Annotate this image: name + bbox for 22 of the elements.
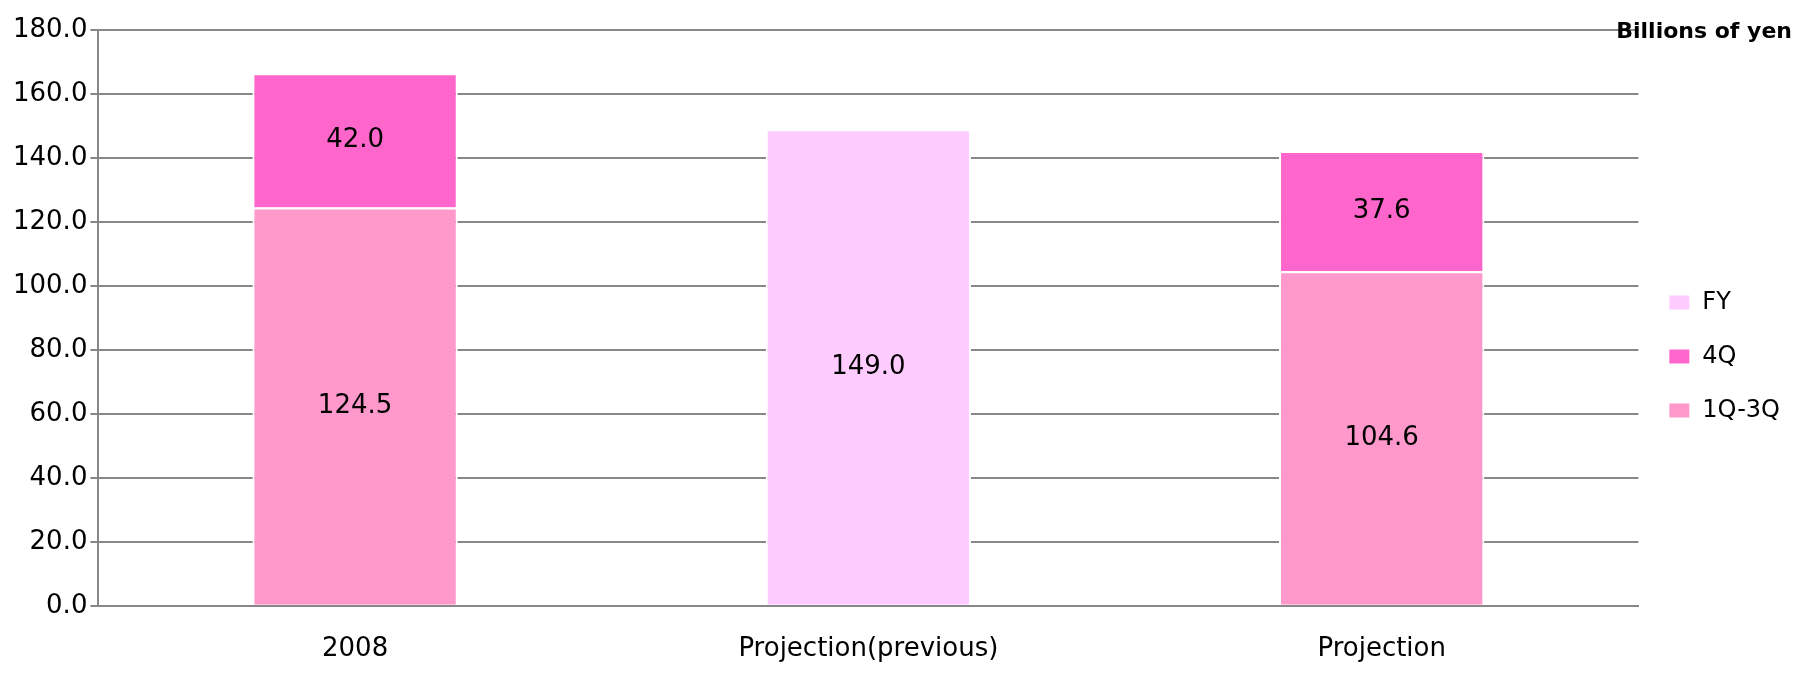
y-tick-label: 40.0: [29, 460, 88, 491]
data-label: 124.5: [317, 388, 393, 419]
y-tick-label: 100.0: [13, 268, 88, 299]
x-tick-label: Projection: [1317, 632, 1446, 663]
y-tick-label: 180.0: [13, 12, 88, 43]
data-label: 149.0: [831, 349, 906, 380]
y-tick-label: 20.0: [29, 524, 88, 555]
legend-label: 4Q: [1702, 340, 1737, 369]
data-label: 42.0: [326, 123, 385, 154]
legend-label: 1Q-3Q: [1702, 394, 1781, 423]
y-tick-label: 60.0: [29, 396, 88, 427]
y-tick-label: 0.0: [46, 588, 88, 619]
y-axis-title: Billions of yen: [1616, 17, 1792, 43]
y-tick-label: 120.0: [13, 204, 88, 235]
y-tick-label: 140.0: [13, 140, 88, 171]
x-tick-label: Projection(previous): [738, 632, 999, 663]
data-label: 37.6: [1352, 193, 1411, 224]
y-tick-label: 160.0: [13, 76, 88, 107]
x-tick-label: 2008: [322, 632, 389, 663]
legend-label: FY: [1702, 286, 1732, 315]
y-tick-label: 80.0: [29, 332, 88, 363]
data-label: 104.6: [1344, 420, 1419, 451]
